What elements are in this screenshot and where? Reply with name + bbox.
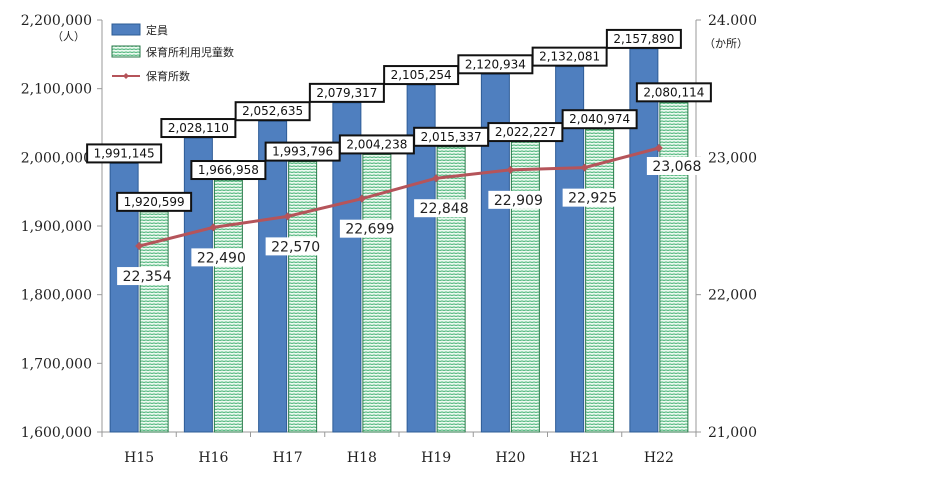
label-capacity: 2,157,890	[613, 32, 674, 46]
bar-children	[510, 141, 540, 433]
label-facilities: 22,699	[345, 222, 394, 238]
label-capacity-box	[605, 28, 682, 49]
label-children-box	[635, 82, 712, 103]
label-children: 1,920,599	[124, 195, 185, 209]
x-axis-ticks: H15 H16 H17 H18 H19 H20 H21 H22	[101, 432, 697, 466]
facilities-point	[283, 212, 292, 221]
label-children-box	[190, 160, 267, 181]
bar-children	[139, 211, 169, 433]
facilities-point	[654, 143, 663, 152]
label-capacity: 1,991,145	[94, 146, 155, 160]
label-facilities-bg	[488, 190, 549, 209]
right-tick-label: 23,000	[708, 150, 757, 166]
right-tick-label: 21,000	[708, 425, 757, 441]
label-capacity-box	[531, 46, 608, 67]
label-capacity: 2,132,081	[539, 50, 600, 64]
label-capacity-box	[308, 82, 385, 103]
bar-children	[436, 146, 466, 433]
label-children-box	[487, 122, 564, 143]
legend-swatch-capacity	[111, 23, 141, 36]
label-capacity-box	[86, 143, 163, 164]
left-axis-unit: （人）	[52, 30, 85, 43]
label-facilities-bg	[191, 248, 252, 267]
label-facilities-bg	[646, 156, 707, 175]
legend: 定員 保育所利用児童数 保育所数	[111, 23, 234, 83]
bar-children	[585, 128, 615, 433]
label-children: 1,993,796	[272, 145, 333, 159]
bar-capacity	[183, 137, 213, 433]
facilities-line	[138, 146, 660, 248]
left-tick-label: 2,000,000	[21, 150, 92, 166]
label-capacity: 2,079,317	[316, 86, 377, 100]
facilities-point	[506, 165, 515, 174]
left-tick-label: 2,200,000	[21, 13, 92, 29]
label-children: 1,966,958	[198, 163, 259, 177]
label-capacity: 2,028,110	[168, 121, 229, 135]
label-children: 2,004,238	[346, 137, 407, 151]
data-labels: 1,991,145 1,920,599 22,354 2,028,110 1,966,9…	[86, 28, 712, 286]
right-axis-ticks: 21,000 22,000 23,000 24.000	[696, 13, 757, 441]
label-facilities: 22,490	[197, 250, 246, 266]
bar-children	[213, 179, 243, 433]
facilities-point	[580, 163, 589, 172]
bar-children	[362, 153, 392, 433]
label-facilities-bg	[117, 267, 178, 286]
legend-swatch-children	[111, 45, 141, 58]
legend-label-facilities: 保育所数	[146, 69, 190, 83]
left-axis-ticks: 1,600,000 1,700,000 1,800,000 1,900,000 2,00…	[21, 13, 102, 441]
left-tick-label: 1,900,000	[21, 219, 92, 235]
label-facilities: 22,925	[568, 191, 617, 207]
label-facilities: 23,068	[652, 159, 701, 175]
label-children: 2,040,974	[569, 112, 630, 126]
label-facilities: 22,909	[494, 193, 543, 209]
label-children-box	[561, 109, 638, 130]
x-tick-label: H15	[124, 450, 154, 466]
label-facilities: 22,848	[420, 201, 469, 217]
label-children: 2,022,227	[495, 125, 556, 139]
label-children: 2,015,337	[421, 130, 482, 144]
x-tick-label: H22	[644, 450, 674, 466]
facilities-point	[135, 242, 144, 251]
label-capacity: 2,052,635	[242, 104, 303, 118]
x-tick-label: H20	[495, 450, 525, 466]
legend-label-children: 保育所利用児童数	[146, 45, 234, 59]
bar-series	[109, 48, 689, 433]
x-tick-label: H19	[421, 450, 451, 466]
label-children: 2,080,114	[643, 85, 704, 99]
bar-capacity	[629, 48, 659, 433]
label-capacity: 2,120,934	[465, 57, 526, 71]
left-tick-label: 1,600,000	[21, 425, 92, 441]
legend-marker-facilities	[123, 73, 129, 79]
label-facilities-bg	[414, 199, 475, 218]
label-capacity-box	[160, 118, 237, 139]
label-capacity: 2,105,254	[391, 68, 452, 82]
left-tick-label: 1,800,000	[21, 288, 92, 304]
facilities-point	[357, 194, 366, 203]
left-tick-label: 2,100,000	[21, 82, 92, 98]
right-axis-unit: （か所）	[704, 37, 748, 50]
x-tick-label: H18	[347, 450, 377, 466]
bar-children	[659, 101, 689, 433]
facilities-point	[209, 223, 218, 232]
x-tick-label: H16	[198, 450, 228, 466]
line-series	[135, 143, 663, 251]
label-children-box	[116, 191, 193, 212]
bar-children	[288, 161, 318, 433]
x-tick-label: H21	[570, 450, 600, 466]
label-facilities: 22,570	[271, 239, 320, 255]
label-facilities: 22,354	[123, 269, 172, 285]
label-facilities-bg	[562, 188, 623, 207]
label-facilities-bg	[265, 237, 326, 256]
label-capacity-box	[383, 65, 460, 86]
right-tick-label: 24.000	[708, 13, 757, 29]
facilities-point	[432, 174, 441, 183]
left-tick-label: 1,700,000	[21, 356, 92, 372]
right-tick-label: 22,000	[708, 288, 757, 304]
label-capacity-box	[234, 101, 311, 122]
label-facilities-bg	[339, 219, 400, 238]
legend-label-capacity: 定員	[146, 23, 168, 37]
x-tick-label: H17	[273, 450, 303, 466]
